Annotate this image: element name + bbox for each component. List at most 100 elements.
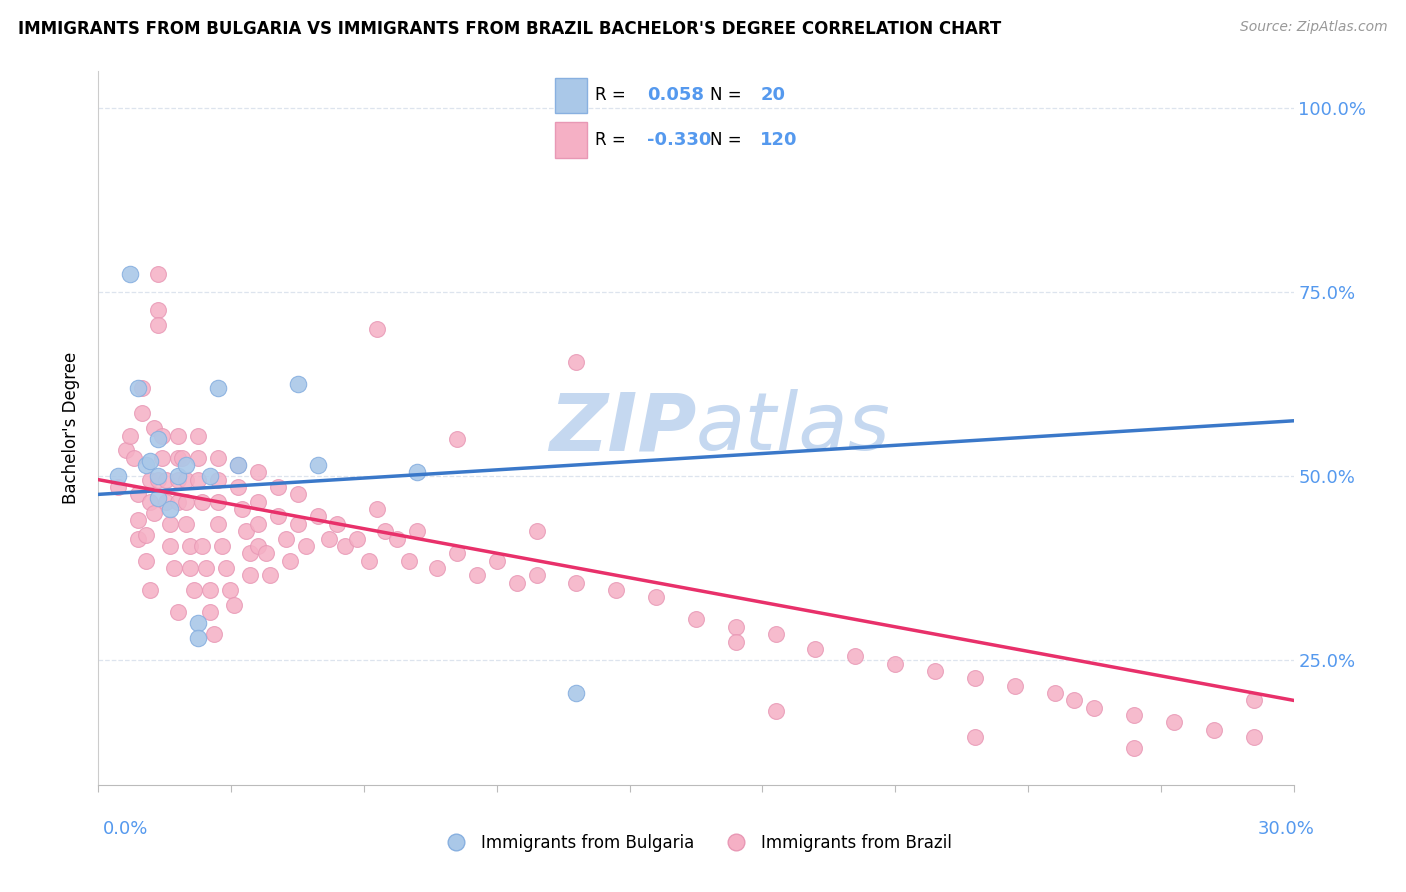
Point — [1004, 679, 1026, 693]
Point — [398, 553, 420, 567]
Point — [148, 318, 170, 333]
Point — [226, 480, 249, 494]
Point — [1083, 700, 1105, 714]
Point — [254, 546, 277, 560]
Point — [318, 532, 340, 546]
Point — [127, 513, 149, 527]
Text: IMMIGRANTS FROM BULGARIA VS IMMIGRANTS FROM BRAZIL BACHELOR'S DEGREE CORRELATION: IMMIGRANTS FROM BULGARIA VS IMMIGRANTS F… — [18, 20, 1001, 37]
Point — [139, 454, 162, 468]
Point — [167, 469, 190, 483]
Point — [884, 657, 907, 671]
Point — [565, 575, 588, 590]
Point — [267, 480, 290, 494]
Point — [174, 458, 197, 472]
Point — [174, 516, 197, 531]
Point — [287, 377, 309, 392]
Point — [150, 428, 173, 442]
Point — [167, 473, 190, 487]
Point — [1202, 723, 1225, 737]
Point — [207, 473, 229, 487]
Point — [446, 546, 468, 560]
Point — [406, 524, 429, 538]
Point — [179, 539, 201, 553]
Point — [246, 494, 269, 508]
Point — [287, 487, 309, 501]
Point — [172, 450, 194, 465]
Point — [148, 432, 170, 446]
Point — [685, 612, 707, 626]
Point — [148, 473, 170, 487]
Point — [366, 502, 388, 516]
Y-axis label: Bachelor's Degree: Bachelor's Degree — [62, 352, 80, 504]
Point — [127, 487, 149, 501]
Point — [135, 458, 157, 472]
Point — [207, 381, 229, 395]
Point — [485, 553, 508, 567]
Point — [148, 491, 170, 505]
Point — [127, 381, 149, 395]
Point — [207, 516, 229, 531]
Point — [724, 620, 747, 634]
Point — [131, 407, 153, 421]
Point — [148, 469, 170, 483]
Point — [226, 458, 249, 472]
Point — [107, 469, 129, 483]
Point — [246, 465, 269, 479]
Point — [148, 267, 170, 281]
Point — [366, 322, 388, 336]
Point — [294, 539, 316, 553]
Point — [155, 473, 177, 487]
Point — [426, 561, 449, 575]
Point — [246, 539, 269, 553]
Point — [207, 450, 229, 465]
Point — [226, 458, 249, 472]
Point — [202, 627, 225, 641]
Point — [963, 730, 986, 744]
Point — [446, 432, 468, 446]
Point — [198, 582, 221, 597]
Point — [1123, 708, 1146, 723]
Point — [120, 428, 142, 442]
Point — [211, 539, 233, 553]
Point — [124, 450, 146, 465]
Text: Source: ZipAtlas.com: Source: ZipAtlas.com — [1240, 20, 1388, 34]
Point — [526, 568, 548, 582]
Point — [183, 582, 205, 597]
Text: ZIP: ZIP — [548, 389, 696, 467]
Point — [167, 428, 190, 442]
Point — [267, 509, 290, 524]
Point — [506, 575, 529, 590]
Legend: Immigrants from Bulgaria, Immigrants from Brazil: Immigrants from Bulgaria, Immigrants fro… — [433, 828, 959, 859]
Point — [174, 473, 197, 487]
Point — [107, 480, 129, 494]
Text: 30.0%: 30.0% — [1258, 820, 1315, 838]
Text: atlas: atlas — [696, 389, 891, 467]
Point — [278, 553, 301, 567]
Point — [307, 509, 329, 524]
Point — [406, 465, 429, 479]
Point — [765, 705, 787, 719]
Point — [924, 664, 946, 678]
Point — [605, 582, 627, 597]
Point — [526, 524, 548, 538]
Point — [139, 582, 162, 597]
Point — [1243, 730, 1265, 744]
Point — [159, 502, 181, 516]
Point — [374, 524, 396, 538]
Point — [963, 671, 986, 685]
Point — [231, 502, 253, 516]
Point — [274, 532, 297, 546]
Point — [765, 627, 787, 641]
Point — [115, 443, 138, 458]
Point — [187, 428, 209, 442]
Point — [326, 516, 349, 531]
Point — [195, 561, 218, 575]
Point — [127, 532, 149, 546]
Point — [155, 494, 177, 508]
Point — [167, 494, 190, 508]
Point — [239, 568, 262, 582]
Point — [207, 494, 229, 508]
Point — [198, 605, 221, 619]
Point — [174, 494, 197, 508]
Point — [565, 686, 588, 700]
